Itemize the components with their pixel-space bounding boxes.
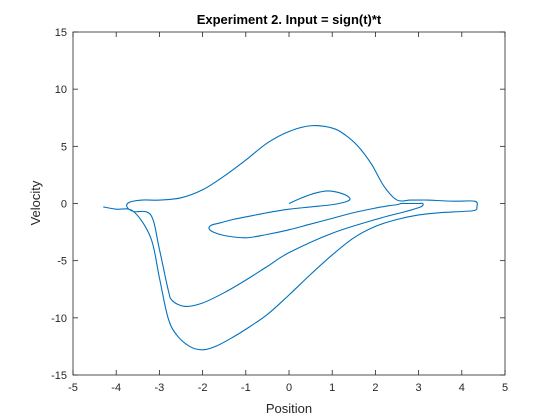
- x-tick-label: 1: [329, 382, 335, 394]
- x-tick-label: 3: [416, 382, 422, 394]
- x-tick-label: 2: [372, 382, 378, 394]
- x-tick-label: 0: [286, 382, 292, 394]
- x-tick-label: -5: [68, 382, 78, 394]
- y-tick-label: 15: [55, 27, 67, 39]
- y-axis-label: Velocity: [28, 180, 43, 225]
- x-tick-label: -1: [241, 382, 251, 394]
- x-tick-label: -4: [111, 382, 121, 394]
- x-tick-label: 4: [459, 382, 465, 394]
- x-axis-label: Position: [266, 401, 312, 416]
- y-tick-label: -10: [51, 313, 67, 325]
- y-tick-label: 10: [55, 84, 67, 96]
- x-tick-label: 5: [502, 382, 508, 394]
- y-tick-label: 0: [61, 199, 67, 211]
- x-tick-label: -3: [155, 382, 165, 394]
- y-tick-label: 5: [61, 141, 67, 153]
- chart-title: Experiment 2. Input = sign(t)*t: [197, 12, 382, 27]
- x-tick-label: -2: [198, 382, 208, 394]
- y-tick-label: -5: [57, 256, 67, 268]
- y-tick-label: -15: [51, 370, 67, 382]
